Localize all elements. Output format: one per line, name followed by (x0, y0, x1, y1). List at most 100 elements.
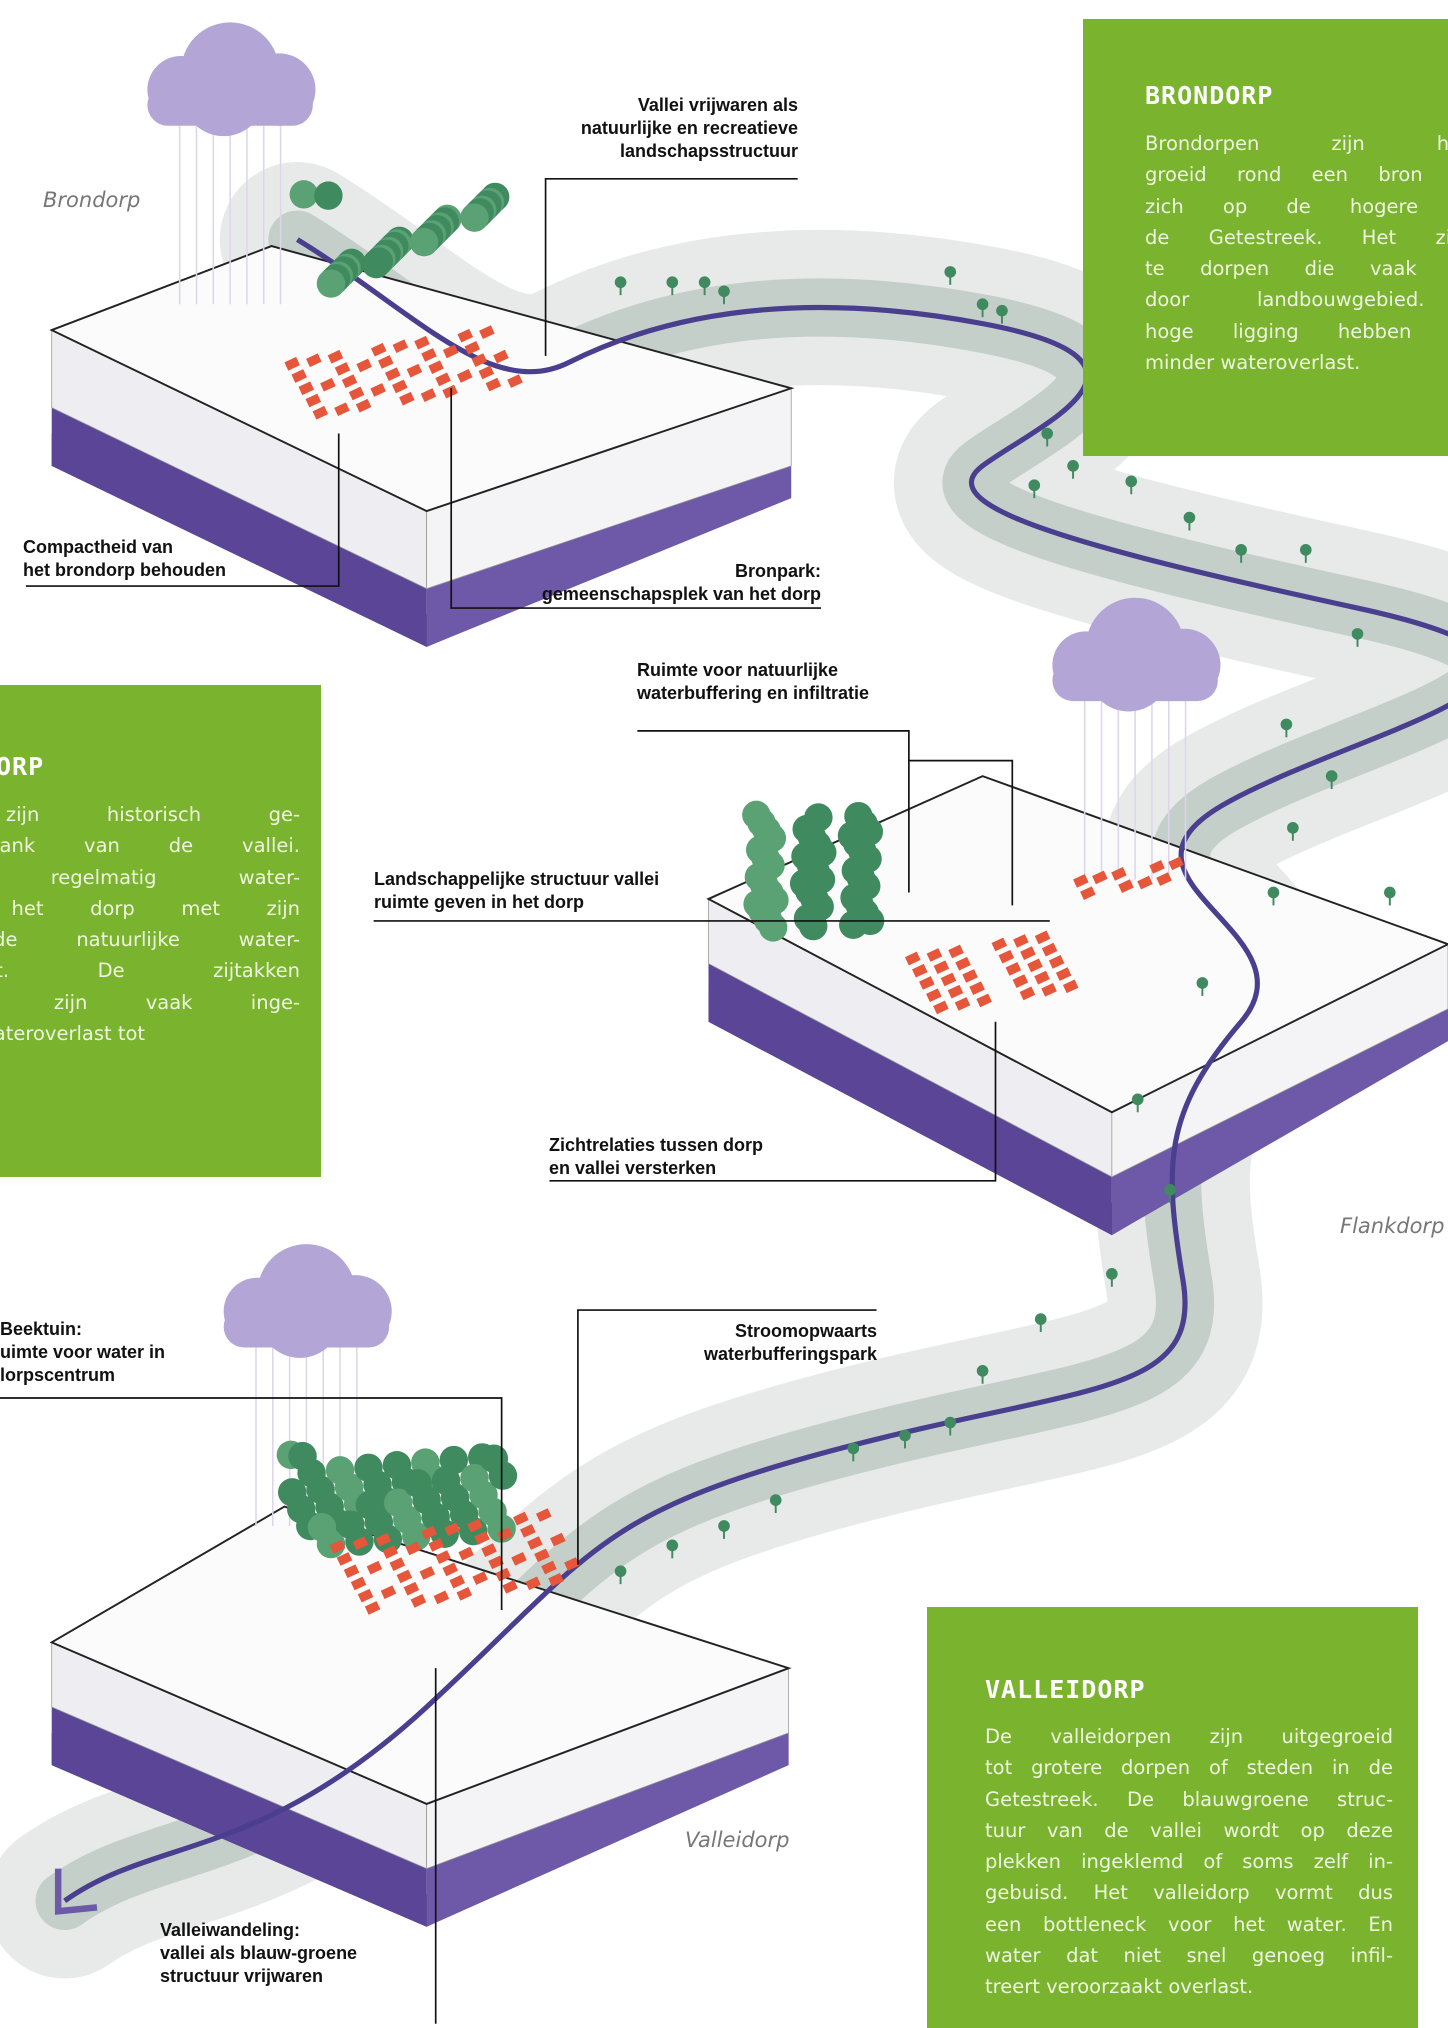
cloud-puff (147, 84, 312, 125)
tree (756, 851, 784, 879)
box-line: Brondorpen zijn historisch (1145, 128, 1448, 159)
box-line: door landbouwgebied. Doo (1145, 284, 1448, 315)
tree (760, 886, 788, 914)
box-line: gebuisd. Het valleidorp vormt dus (985, 1877, 1393, 1908)
tree (977, 298, 989, 310)
tree (403, 1469, 431, 1497)
annotation: Stroomopwaarts waterbufferingspark (704, 1320, 877, 1366)
annotation: Valleiwandeling: vallei als blauw-groene… (160, 1919, 357, 1988)
cloud (147, 22, 315, 136)
tree (1035, 1313, 1047, 1325)
tree (944, 266, 956, 278)
box-title: BRONDORP (1145, 81, 1273, 110)
tree (1197, 977, 1209, 989)
box-line: mdat het dorp met zijn (0, 893, 300, 924)
tree (804, 803, 832, 831)
tree (944, 1417, 956, 1429)
village-label: Brondorp (43, 188, 140, 212)
box-line: ofdrivier zijn vaak inge- (0, 987, 300, 1018)
box-line: inden regelmatig water- (0, 862, 300, 893)
tree (977, 1365, 989, 1377)
tree (432, 1467, 460, 1495)
tree (853, 845, 881, 873)
village-label: Flankdorp (1340, 1214, 1444, 1238)
info-box: BRONDORP Brondorpen zijn historischgroei… (1083, 19, 1448, 456)
tree (666, 276, 678, 288)
tree (699, 276, 711, 288)
box-line: groeid rond een bron en sit (1145, 159, 1448, 190)
tree (460, 203, 488, 231)
tree (1268, 887, 1280, 899)
annotation: Ruimte voor natuurlijke waterbuffering e… (637, 659, 869, 705)
tree (1184, 512, 1196, 524)
tree (1164, 1184, 1176, 1196)
box-line: minder wateroverlast. (1145, 347, 1448, 378)
tree (1281, 719, 1293, 731)
tree (1384, 887, 1396, 899)
info-box: VALLEIDORP De valleidorpen zijn uitgegro… (927, 1607, 1418, 2028)
tree (308, 1513, 336, 1541)
tree (666, 1540, 678, 1552)
annotation: Beektuin: uimte voor water in lorpscentr… (0, 1318, 165, 1387)
tree (1235, 544, 1247, 556)
village-label: Valleidorp (685, 1828, 789, 1852)
tree (410, 228, 438, 256)
box-line: tuur van de vallei wordt op deze (985, 1815, 1393, 1846)
box-text: en zijn historisch ge-de flank van de va… (0, 799, 300, 1049)
tree (718, 1520, 730, 1532)
tree (807, 865, 835, 893)
tree (1028, 479, 1040, 491)
tree (326, 1456, 354, 1484)
box-line: verstoort. De zijtakken (0, 955, 300, 986)
box-line: lokale wateroverlast tot (0, 1018, 300, 1049)
box-line: hoge ligging hebben ze m (1145, 316, 1448, 347)
tree (996, 305, 1008, 317)
tree (718, 285, 730, 297)
annotation: Vallei vrijwaren als natuurlijke en recr… (581, 94, 798, 163)
tree (808, 838, 836, 866)
tree (855, 817, 883, 845)
box-title: VALLEIDORP (985, 1675, 1146, 1704)
cloud-puff (1052, 660, 1217, 701)
tree (758, 824, 786, 852)
tree (1300, 544, 1312, 556)
box-line: een bottleneck voor het water. En (985, 1909, 1393, 1940)
tree (759, 913, 787, 941)
tree (1067, 460, 1079, 472)
cloud-puff (224, 1306, 389, 1347)
tree (480, 1445, 508, 1473)
tree (615, 276, 627, 288)
tree (354, 1454, 382, 1482)
box-line: water dat niet snel genoeg infil- (985, 1940, 1393, 1971)
tree (805, 892, 833, 920)
tree (356, 1491, 384, 1519)
tree (314, 181, 342, 209)
box-line: De valleidorpen zijn uitgegroeid (985, 1721, 1393, 1752)
box-line: Getestreek. De blauwgroene struc- (985, 1784, 1393, 1815)
annotation: Bronpark: gemeenschapsplek van het dorp (542, 560, 821, 606)
tree (1352, 628, 1364, 640)
box-line: ur de natuurlijke water- (0, 924, 300, 955)
tree (1106, 1268, 1118, 1280)
box-line: de Getestreek. Het zijn co (1145, 222, 1448, 253)
info-box: ORP en zijn historisch ge-de flank van d… (0, 685, 321, 1177)
box-line: plekken ingeklemd of soms zelf in- (985, 1846, 1393, 1877)
box-line: en zijn historisch ge- (0, 799, 300, 830)
tree (1287, 822, 1299, 834)
box-title: ORP (0, 752, 44, 781)
box-line: tot grotere dorpen of steden in de (985, 1752, 1393, 1783)
tree (290, 180, 318, 208)
cloud (224, 1244, 392, 1358)
tree (288, 1442, 316, 1470)
box-line: te dorpen die vaak omgeve (1145, 253, 1448, 284)
tree (317, 269, 345, 297)
annotation: Zichtrelaties tussen dorp en vallei vers… (549, 1134, 763, 1180)
tree (770, 1494, 782, 1506)
tree (899, 1430, 911, 1442)
box-line: zich op de hogere plateau (1145, 191, 1448, 222)
tree (1041, 428, 1053, 440)
tree (1125, 476, 1137, 488)
tree (852, 872, 880, 900)
box-text: De valleidorpen zijn uitgegroeidtot grot… (985, 1721, 1393, 2003)
tree (1132, 1094, 1144, 1106)
